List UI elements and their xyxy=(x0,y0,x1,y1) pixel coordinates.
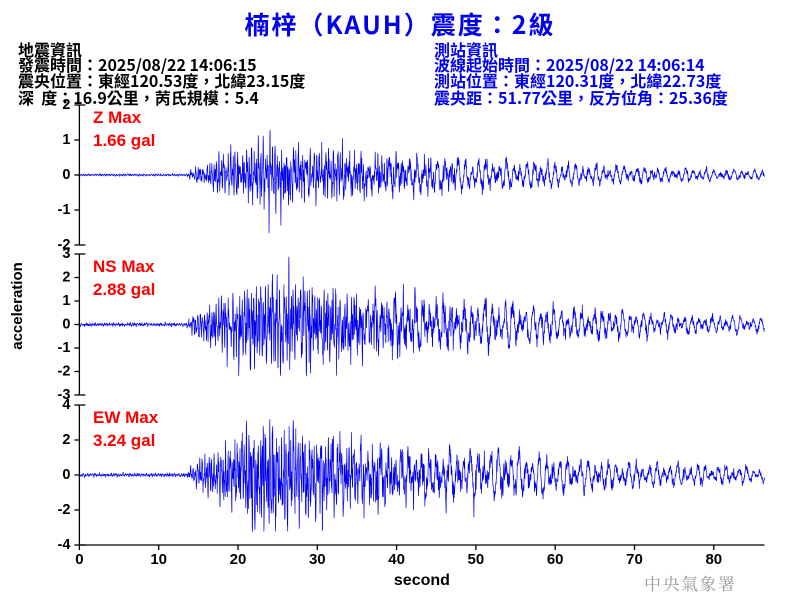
svg-text:50: 50 xyxy=(468,551,485,568)
svg-text:Z Max: Z Max xyxy=(93,108,142,127)
svg-text:EW Max: EW Max xyxy=(93,408,159,427)
svg-text:2.88 gal: 2.88 gal xyxy=(93,280,155,299)
svg-text:30: 30 xyxy=(309,551,326,568)
svg-text:1.66 gal: 1.66 gal xyxy=(93,131,155,150)
svg-text:20: 20 xyxy=(230,551,247,568)
svg-text:-1: -1 xyxy=(57,202,70,218)
svg-text:-4: -4 xyxy=(57,537,70,553)
svg-text:80: 80 xyxy=(705,551,722,568)
svg-text:3.24 gal: 3.24 gal xyxy=(93,431,155,450)
svg-text:0: 0 xyxy=(62,317,70,333)
svg-text:2: 2 xyxy=(62,432,70,448)
svg-text:10: 10 xyxy=(150,551,167,568)
svg-text:4: 4 xyxy=(62,397,70,413)
svg-text:1: 1 xyxy=(62,132,70,148)
svg-text:0: 0 xyxy=(62,467,70,483)
svg-text:second: second xyxy=(394,572,450,589)
svg-text:-2: -2 xyxy=(57,502,70,518)
svg-text:NS Max: NS Max xyxy=(93,257,155,276)
svg-text:2: 2 xyxy=(62,270,70,286)
svg-text:40: 40 xyxy=(388,551,405,568)
svg-text:60: 60 xyxy=(547,551,564,568)
svg-text:1: 1 xyxy=(62,293,70,309)
svg-text:0: 0 xyxy=(75,551,83,568)
svg-text:0: 0 xyxy=(62,167,70,183)
svg-text:-1: -1 xyxy=(57,340,70,356)
svg-text:2: 2 xyxy=(62,97,70,113)
svg-text:70: 70 xyxy=(626,551,643,568)
svg-text:-2: -2 xyxy=(57,364,70,380)
svg-text:3: 3 xyxy=(62,246,70,262)
svg-text:acceleration: acceleration xyxy=(9,262,26,350)
